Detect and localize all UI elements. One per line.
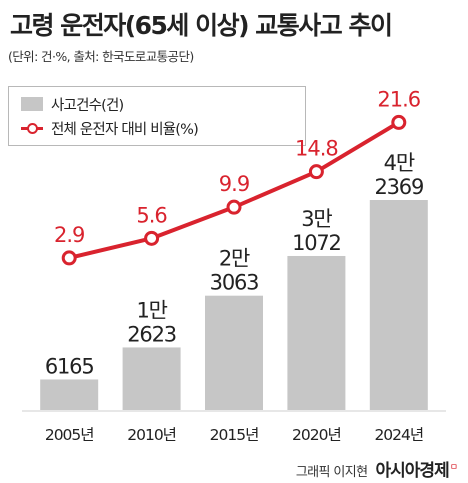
bar-1 (122, 347, 181, 410)
chart-legend: 사고건수(건) 전체 운전자 대비 비율(%) (8, 86, 306, 146)
ratio-value-label-3: 14.8 (295, 137, 338, 161)
bar-value-label-4-1: 2369 (374, 175, 423, 199)
x-tick-label-3: 2020년 (292, 426, 341, 444)
bar-value-label-2-0: 2만 (219, 247, 250, 271)
x-tick-label-4: 2024년 (374, 426, 423, 444)
footer: 그래픽 이지현 아시아경제 ㅁ (296, 456, 458, 481)
legend-item-bar: 사고건수(건) (21, 94, 124, 114)
ratio-value-label-4: 21.6 (377, 87, 420, 111)
bar-value-label-4-0: 4만 (384, 151, 415, 175)
bar-value-label-1-0: 1만 (136, 298, 167, 322)
bar-0 (40, 379, 99, 410)
ratio-point-2 (226, 199, 242, 215)
bar-value-label-0-0: 6165 (45, 354, 94, 378)
publisher-logo: 아시아경제 (375, 461, 450, 481)
bar-value-label-2-1: 3063 (210, 271, 259, 295)
bar-2 (205, 295, 263, 410)
bar-value-label-3-0: 3만 (301, 207, 332, 231)
legend-bar-swatch (21, 97, 43, 111)
legend-bar-label: 사고건수(건) (51, 97, 124, 114)
chart-title: 고령 운전자(65세 이상) 교통사고 추이 (10, 11, 393, 40)
legend-line-swatch (21, 121, 43, 135)
ratio-point-1 (144, 230, 160, 246)
ratio-value-label-2: 9.9 (219, 172, 249, 196)
graphic-credit: 그래픽 이지현 (295, 465, 368, 480)
ratio-point-4 (391, 114, 407, 130)
x-tick-label-1: 2010년 (127, 426, 176, 444)
ratio-value-label-0: 2.9 (54, 223, 84, 247)
bar-4 (369, 200, 428, 410)
bar-3 (287, 255, 346, 410)
legend-line-label: 전체 운전자 대비 비율(%) (51, 121, 199, 138)
x-tick-label-2: 2015년 (210, 426, 259, 444)
x-tick-label-0: 2005년 (45, 426, 94, 444)
ratio-point-3 (308, 164, 324, 180)
legend-item-line: 전체 운전자 대비 비율(%) (21, 118, 199, 138)
ratio-point-0 (61, 250, 77, 266)
publisher-logo-mark: ㅁ (449, 463, 458, 473)
chart-subtitle: (단위: 건·%, 출처: 한국도로교통공단) (8, 49, 194, 64)
bar-value-label-1-1: 2623 (127, 322, 176, 346)
ratio-value-label-1: 5.6 (136, 203, 167, 227)
bar-value-label-3-1: 1072 (292, 231, 341, 255)
